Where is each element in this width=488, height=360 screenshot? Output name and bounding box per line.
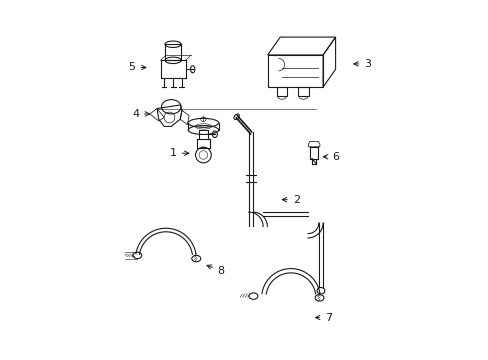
- Text: 3: 3: [353, 59, 370, 69]
- Text: 5: 5: [128, 63, 146, 72]
- Text: 8: 8: [206, 265, 224, 276]
- Text: 7: 7: [315, 312, 331, 323]
- Text: 6: 6: [323, 152, 338, 162]
- Text: 2: 2: [282, 195, 299, 204]
- Text: 4: 4: [132, 109, 149, 119]
- Text: 1: 1: [169, 148, 188, 158]
